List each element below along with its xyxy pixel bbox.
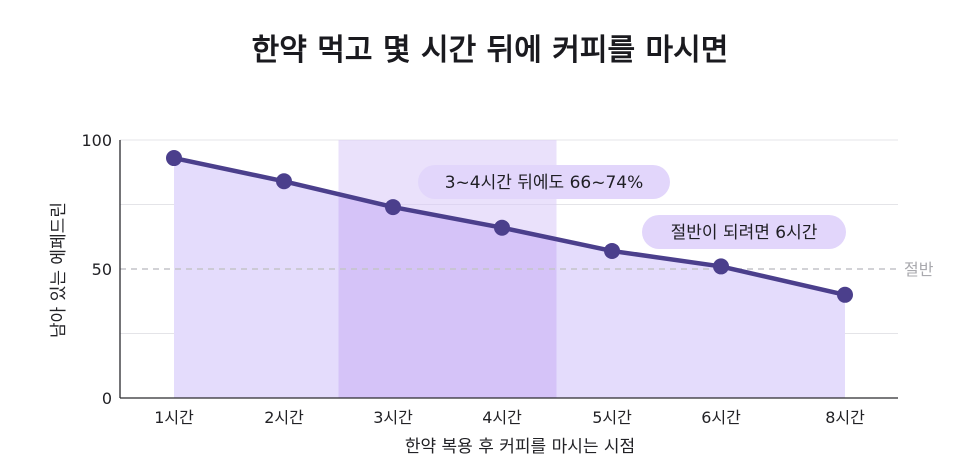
highlight-band-area	[338, 194, 557, 398]
data-point	[166, 150, 182, 167]
reference-line-label: 절반	[904, 260, 934, 279]
x-axis-label: 한약 복용 후 커피를 마시는 시점	[405, 437, 635, 457]
data-point	[385, 199, 401, 216]
data-point	[494, 219, 510, 236]
data-point	[276, 173, 292, 190]
y-tick-labels: 0 50 100	[81, 131, 112, 408]
y-tick-label: 0	[102, 389, 112, 408]
x-tick-label: 3시간	[373, 408, 413, 427]
annotation-bubble	[642, 215, 846, 249]
data-point	[713, 258, 729, 275]
y-tick-label: 50	[92, 260, 112, 279]
annotation-text: 3~4시간 뒤에도 66~74%	[445, 173, 644, 193]
x-tick-labels: 1시간 2시간 3시간 4시간 5시간 6시간 8시간	[154, 408, 865, 427]
y-axis-label: 남아 있는 에페드린	[49, 202, 69, 338]
data-point	[604, 242, 620, 259]
data-point	[837, 286, 853, 303]
annotation-text: 절반이 되려면 6시간	[671, 223, 818, 243]
reference-line-group: 절반	[120, 260, 934, 279]
x-tick-label: 5시간	[592, 408, 632, 427]
data-points	[166, 150, 853, 303]
annotation-bubble	[418, 165, 670, 199]
chart-title: 한약 먹고 몇 시간 뒤에 커피를 마시면	[252, 33, 729, 68]
x-tick-label: 6시간	[701, 408, 741, 427]
y-tick-label: 100	[81, 131, 112, 150]
x-tick-label: 4시간	[482, 408, 522, 427]
x-tick-label: 2시간	[264, 408, 304, 427]
x-tick-label: 1시간	[154, 408, 194, 427]
axes	[119, 140, 898, 399]
x-tick-label: 8시간	[825, 408, 865, 427]
annotations: 3~4시간 뒤에도 66~74% 절반이 되려면 6시간	[418, 165, 846, 249]
